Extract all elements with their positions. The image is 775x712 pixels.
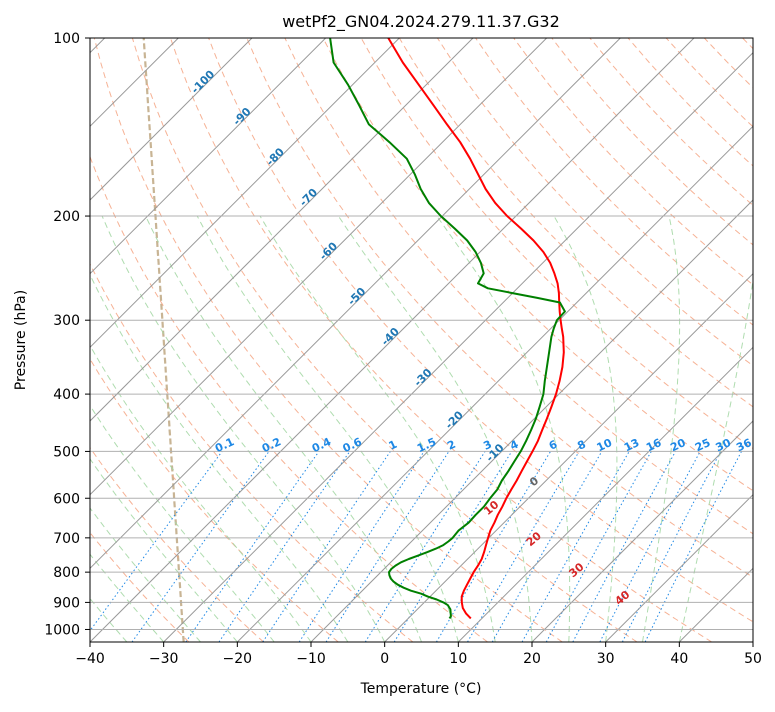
- y-tick-label: 300: [53, 313, 80, 329]
- y-tick-label: 200: [53, 209, 80, 225]
- y-tick-label: 1000: [44, 622, 80, 638]
- y-tick-label: 100: [53, 31, 80, 47]
- y-tick-label: 700: [53, 531, 80, 547]
- x-tick-label: 20: [523, 651, 541, 667]
- x-tick-label: 10: [449, 651, 467, 667]
- x-tick-label: −30: [149, 651, 179, 667]
- x-tick-label: 0: [380, 651, 389, 667]
- x-tick-label: −40: [75, 651, 105, 667]
- x-tick-label: −20: [223, 651, 253, 667]
- y-tick-label: 900: [53, 595, 80, 611]
- y-tick-label: 800: [53, 565, 80, 581]
- y-tick-label: 500: [53, 444, 80, 460]
- chart-title: wetPf2_GN04.2024.279.11.37.G32: [282, 12, 560, 32]
- x-tick-label: 40: [670, 651, 688, 667]
- x-tick-label: 30: [597, 651, 615, 667]
- x-tick-label: −10: [296, 651, 326, 667]
- y-tick-label: 600: [53, 491, 80, 507]
- plot-area: [90, 38, 753, 642]
- x-axis-label: Temperature (°C): [360, 681, 482, 697]
- y-axis-label: Pressure (hPa): [13, 290, 29, 390]
- x-tick-label: 50: [744, 651, 762, 667]
- y-tick-label: 400: [53, 387, 80, 403]
